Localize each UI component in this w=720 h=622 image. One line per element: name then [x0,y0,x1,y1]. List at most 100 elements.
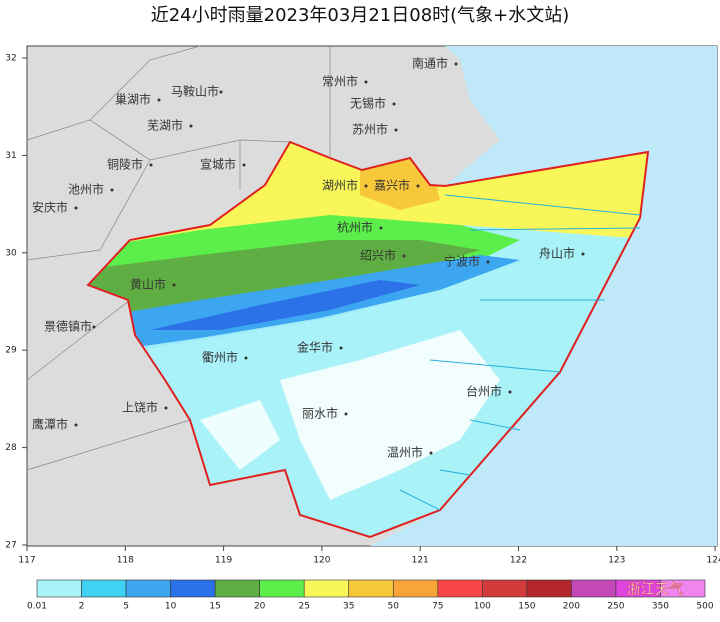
city-label: 南通市 [412,56,448,71]
legend-label: 75 [432,602,443,612]
city-dot [416,184,420,188]
city-dot [219,90,223,94]
y-tick-label: 27 [5,541,16,551]
province-border [86,140,650,539]
city-dot [364,184,368,188]
city-label: 上饶市 [122,400,158,415]
legend-label: 250 [607,602,624,612]
city-dot [379,226,383,230]
title: 近24小时雨量2023年03月21日08时(气象+水文站) [151,5,570,26]
legend-label: 50 [388,602,400,612]
city-dot [110,188,114,192]
x-tick-label: 124 [707,556,720,566]
x-tick-label: 119 [215,556,232,566]
city-label: 舟山市 [539,246,575,261]
city-label: 宣城市 [200,157,236,172]
x-tick-label: 117 [18,556,35,566]
y-tick-label: 31 [5,151,16,161]
legend-swatch [392,579,439,598]
legend-label: 2 [79,602,85,612]
legend-swatch [571,579,617,598]
city-label: 鹰潭市 [32,417,68,432]
city-label: 常州市 [322,74,358,89]
admin-borders [26,45,331,471]
x-tick-label: 121 [412,556,429,566]
legend-label: 350 [652,602,669,612]
city-label: 池州市 [68,182,104,197]
legend-swatch [660,579,706,598]
city-dot [74,423,78,427]
city-label: 马鞍山市 [171,84,219,99]
x-tick-label: 118 [117,556,134,566]
legend-label: 20 [254,602,266,612]
city-dot [164,406,168,410]
city-label: 无锡市 [350,96,386,111]
city-label: 黄山市 [130,277,166,292]
legend-swatch [348,579,394,598]
x-tick-label: 123 [608,556,625,566]
city-dot [242,163,246,167]
city-label: 金华市 [297,340,333,355]
legend-swatch [214,579,260,598]
legend-swatch [303,579,350,598]
city-label: 铜陵市 [107,157,143,172]
city-dot [508,390,512,394]
city-dot [486,260,490,264]
city-dot [149,163,153,167]
city-dot [344,412,348,416]
city-dot [402,254,406,258]
city-dot [429,451,433,455]
city-label: 温州市 [387,445,423,460]
city-dot [92,325,96,329]
city-label: 安庆市 [32,200,68,215]
city-label: 丽水市 [302,406,338,421]
city-label: 绍兴市 [360,248,396,263]
legend-label: 5 [123,602,129,612]
city-label: 衢州市 [202,350,238,365]
legend-label: 35 [343,602,354,612]
city-label: 苏州市 [352,122,388,137]
city-label: 湖州市 [322,178,358,193]
city-label: 芜湖市 [147,118,183,133]
y-tick-label: 28 [5,443,17,453]
city-dot [454,62,458,66]
sea [370,46,717,546]
x-tick-label: 122 [510,556,527,566]
legend-label: 0.01 [27,602,47,612]
legend-label: 500 [696,602,713,612]
x-tick-label: 120 [313,556,330,566]
watermark: 浙江天气 [627,582,683,598]
city-label: 台州市 [466,384,502,399]
legend-swatch [482,579,528,598]
legend-swatch [437,579,483,598]
legend-swatch [81,579,127,598]
y-tick-label: 32 [5,54,16,64]
city-dot [364,80,368,84]
city-dot [394,128,398,132]
city-dot [339,346,343,350]
y-tick-label: 30 [5,248,17,258]
y-tick-label: 29 [5,346,17,356]
city-dot [157,98,161,102]
city-label: 杭州市 [337,220,373,235]
legend-swatch [36,579,82,598]
city-dot [74,206,78,210]
legend-label: 15 [209,602,220,612]
legend-swatch [526,579,572,598]
legend-swatch [259,579,305,598]
city-label: 景德镇市 [44,319,92,334]
sea-zones [399,194,641,511]
legend-label: 100 [474,602,491,612]
city-dot [244,356,248,360]
legend-label: 10 [165,602,177,612]
city-dot [189,124,193,128]
city-label: 巢湖市 [115,92,151,107]
city-label: 宁波市 [444,254,480,269]
legend-label: 200 [563,602,580,612]
legend-label: 150 [518,602,535,612]
legend-swatch [170,579,216,598]
city-dot [392,102,396,106]
